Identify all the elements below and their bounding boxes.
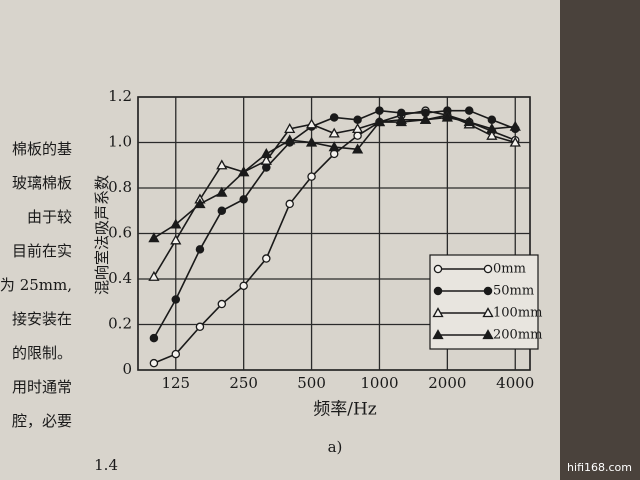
legend-label: 0mm bbox=[493, 262, 526, 277]
marker bbox=[373, 116, 386, 127]
legend-marker bbox=[432, 307, 444, 318]
x-tick-label: 4000 bbox=[496, 374, 534, 392]
marker bbox=[509, 136, 521, 147]
side-text: 目前在实 bbox=[12, 242, 72, 260]
legend-marker bbox=[433, 286, 443, 296]
marker bbox=[329, 113, 339, 122]
marker bbox=[149, 333, 159, 343]
side-text: 棉板的基 bbox=[12, 140, 72, 158]
marker bbox=[170, 234, 182, 245]
marker bbox=[509, 120, 521, 131]
caption: a) bbox=[328, 438, 343, 456]
marker bbox=[328, 127, 340, 138]
marker bbox=[487, 115, 497, 125]
marker bbox=[463, 116, 475, 127]
background bbox=[560, 0, 640, 480]
marker bbox=[148, 270, 160, 281]
marker bbox=[353, 115, 362, 125]
legend-marker bbox=[482, 329, 494, 340]
marker bbox=[195, 322, 205, 332]
watermark: hifi168.com bbox=[567, 461, 632, 474]
legend-marker bbox=[483, 286, 493, 296]
paper bbox=[0, 0, 560, 480]
legend-marker bbox=[433, 264, 443, 274]
y-tick-label: 0.8 bbox=[108, 178, 132, 196]
marker bbox=[284, 134, 296, 145]
y-tick-label: 1.2 bbox=[108, 87, 132, 105]
marker bbox=[170, 218, 182, 229]
y-tick-label: 0.4 bbox=[108, 269, 132, 287]
legend-label: 50mm bbox=[493, 284, 534, 299]
legend-label: 200mm bbox=[493, 328, 542, 343]
marker bbox=[486, 123, 498, 134]
marker bbox=[441, 111, 453, 122]
side-text: 的限制。 bbox=[12, 344, 72, 362]
marker bbox=[328, 141, 340, 152]
marker bbox=[171, 349, 181, 359]
side-text: 接安装在 bbox=[12, 310, 72, 328]
marker bbox=[262, 254, 271, 263]
x-tick-label: 500 bbox=[297, 374, 326, 392]
marker bbox=[238, 166, 250, 177]
legend-marker bbox=[482, 307, 494, 318]
legend-box bbox=[429, 254, 539, 350]
marker bbox=[285, 199, 294, 209]
x-axis-label: 频率/Hz bbox=[313, 400, 377, 420]
side-text: 腔，必要 bbox=[12, 412, 72, 430]
marker bbox=[239, 281, 248, 291]
bottom-text: 1.4 bbox=[94, 456, 118, 474]
side-text: 由于较 bbox=[27, 208, 72, 226]
marker bbox=[486, 129, 498, 140]
y-tick-label: 0.2 bbox=[108, 315, 132, 333]
marker bbox=[305, 118, 318, 129]
marker bbox=[216, 159, 228, 170]
marker bbox=[353, 131, 362, 140]
x-tick-label: 250 bbox=[229, 374, 258, 392]
y-tick-label: 0 bbox=[122, 360, 132, 378]
marker bbox=[194, 198, 206, 209]
marker bbox=[284, 123, 296, 134]
marker bbox=[171, 295, 181, 304]
marker bbox=[260, 154, 272, 165]
marker bbox=[216, 186, 228, 197]
marker bbox=[239, 195, 248, 204]
legend-label: 100mm bbox=[493, 306, 542, 321]
marker bbox=[148, 232, 160, 243]
x-tick-label: 2000 bbox=[428, 374, 466, 392]
y-tick-label: 0.6 bbox=[108, 224, 132, 242]
y-axis-label: 混响室法吸声系数 bbox=[93, 175, 111, 295]
side-text: 用时通常 bbox=[12, 378, 72, 396]
marker bbox=[307, 172, 316, 181]
marker bbox=[149, 358, 159, 368]
marker bbox=[351, 123, 364, 134]
legend-marker bbox=[432, 329, 444, 340]
side-text: 玻璃棉板 bbox=[12, 174, 72, 192]
x-tick-label: 125 bbox=[161, 374, 190, 392]
legend-marker bbox=[483, 264, 493, 274]
marker bbox=[217, 206, 227, 215]
marker bbox=[305, 136, 318, 147]
y-tick-label: 1.0 bbox=[108, 133, 132, 151]
side-text: 为 25mm, bbox=[0, 276, 72, 294]
marker bbox=[260, 148, 272, 159]
marker bbox=[351, 143, 364, 154]
marker bbox=[395, 116, 407, 127]
marker bbox=[464, 106, 474, 115]
marker bbox=[195, 245, 205, 254]
marker bbox=[375, 106, 384, 115]
x-tick-label: 1000 bbox=[360, 374, 398, 392]
marker bbox=[419, 113, 432, 124]
marker bbox=[329, 149, 339, 159]
marker bbox=[262, 163, 271, 172]
marker bbox=[217, 299, 227, 309]
